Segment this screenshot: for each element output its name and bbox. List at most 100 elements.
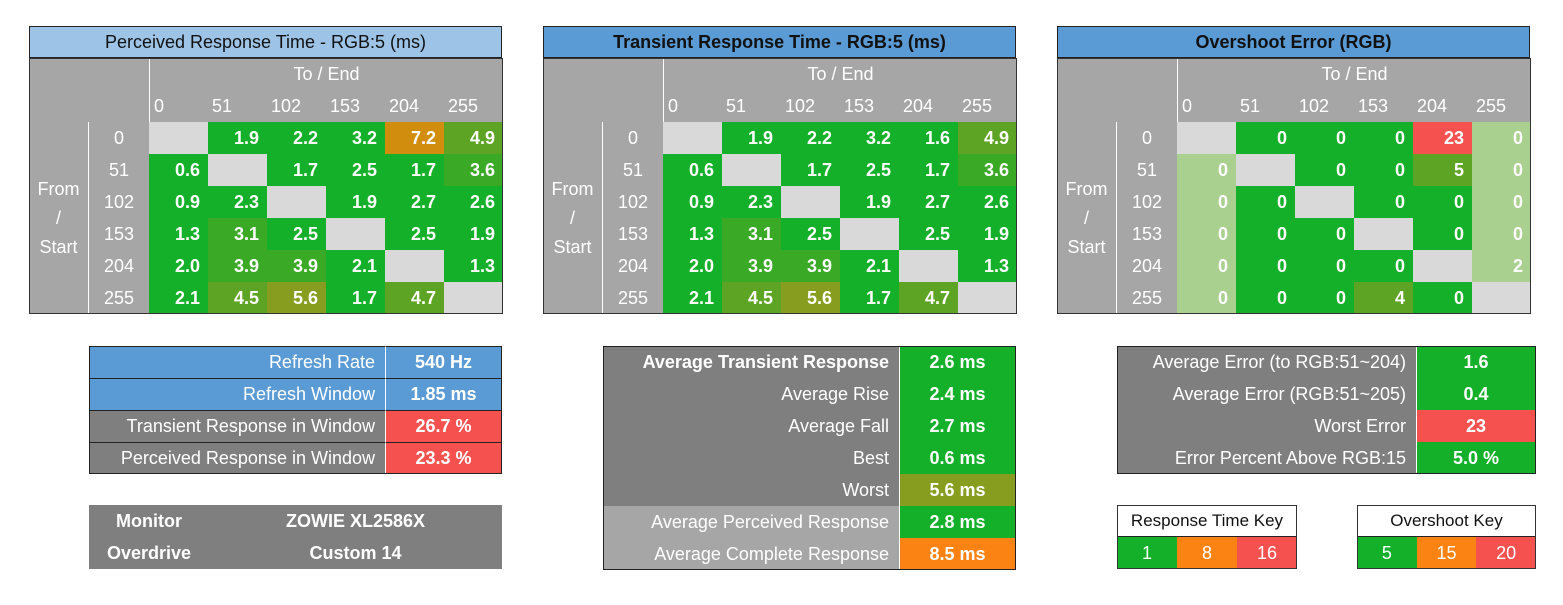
y-tick-label: 102	[89, 186, 149, 218]
overshoot-key-title: Overshoot Key	[1357, 505, 1536, 537]
heatmap-cell: 0	[1354, 186, 1413, 218]
error-row-label: Worst Error	[1117, 410, 1416, 442]
monitor-row-label: Monitor	[89, 505, 209, 537]
error-row-label: Average Error (RGB:51~205)	[1117, 378, 1416, 410]
heatmap-cell: 1.7	[385, 154, 444, 186]
average-row-label: Average Fall	[603, 410, 899, 442]
heatmap-cell: 4	[1354, 282, 1413, 314]
heatmap-cell: 5.6	[267, 282, 326, 314]
heatmap-cell: 2.1	[663, 282, 722, 314]
x-tick-label: 51	[722, 90, 781, 122]
average-row-label: Average Transient Response	[603, 346, 899, 378]
heatmap-cell: 1.7	[326, 282, 385, 314]
heatmap-cell: 0	[1177, 250, 1236, 282]
x-tick-label: 255	[444, 90, 503, 122]
error-row-label: Average Error (to RGB:51~204)	[1117, 346, 1416, 378]
average-row-label: Worst	[603, 474, 899, 506]
averages-table-bottom-border	[603, 569, 1016, 570]
refresh-row-value: 540 Hz	[385, 346, 502, 378]
x-tick-label: 255	[958, 90, 1017, 122]
y-tick-label: 102	[603, 186, 663, 218]
corner-header	[1057, 58, 1177, 122]
heatmap-cell	[326, 218, 385, 250]
heatmap-cell: 1.7	[781, 154, 840, 186]
heatmap-cell: 2.7	[899, 186, 958, 218]
heatmap-cell: 2.0	[663, 250, 722, 282]
heatmap-cell: 3.6	[958, 154, 1017, 186]
heatmap-cell: 2.1	[326, 250, 385, 282]
heatmap-cell: 0	[1295, 218, 1354, 250]
average-row-value: 5.6 ms	[899, 474, 1016, 506]
heatmap-cell: 0	[1177, 282, 1236, 314]
heatmap-cell: 0.9	[149, 186, 208, 218]
heatmap-cell: 4.5	[722, 282, 781, 314]
y-tick-label: 51	[1117, 154, 1177, 186]
heatmap-cell: 2.0	[149, 250, 208, 282]
refresh-row-value: 26.7 %	[385, 410, 502, 442]
averages-table-top-border	[603, 346, 1016, 347]
overshoot-key-swatch: 15	[1416, 537, 1477, 569]
heatmap-cell	[1354, 218, 1413, 250]
heatmap-cell: 3.9	[267, 250, 326, 282]
average-row-value: 8.5 ms	[899, 538, 1016, 570]
y-axis-label: From / Start	[1057, 122, 1117, 314]
heatmap-cell: 2.6	[958, 186, 1017, 218]
heatmap-cell: 1.7	[840, 282, 899, 314]
heatmap-cell: 2.7	[385, 186, 444, 218]
heatmap-cell: 0	[1413, 282, 1472, 314]
overshoot-key-swatch: 5	[1357, 537, 1417, 569]
heatmap-cell: 2.6	[444, 186, 503, 218]
x-axis-label: To / End	[663, 58, 1017, 90]
heatmap-cell	[1413, 250, 1472, 282]
heatmap-cell: 0	[1413, 218, 1472, 250]
heatmap-cell	[1177, 122, 1236, 154]
x-tick-label: 0	[1177, 90, 1236, 122]
average-row-value: 2.8 ms	[899, 506, 1016, 538]
heatmap-cell: 0	[1295, 282, 1354, 314]
heatmap-cell	[722, 154, 781, 186]
x-tick-label: 204	[385, 90, 444, 122]
y-tick-label: 204	[603, 250, 663, 282]
heatmap-cell: 2.5	[781, 218, 840, 250]
heatmap-cell: 3.6	[444, 154, 503, 186]
x-tick-label: 51	[208, 90, 267, 122]
heatmap-cell	[840, 218, 899, 250]
heatmap-cell: 0	[1354, 154, 1413, 186]
error-row-value: 23	[1416, 410, 1536, 442]
heatmap-cell: 0	[1413, 186, 1472, 218]
heatmap-cell	[663, 122, 722, 154]
y-axis-label: From / Start	[29, 122, 89, 314]
average-row-value: 2.4 ms	[899, 378, 1016, 410]
x-tick-label: 102	[781, 90, 840, 122]
heatmap-cell	[781, 186, 840, 218]
heatmap-cell: 4.9	[444, 122, 503, 154]
refresh-table-bottom-border	[89, 473, 502, 474]
x-tick-label: 0	[663, 90, 722, 122]
heatmap-cell: 23	[1413, 122, 1472, 154]
error-row-label: Error Percent Above RGB:15	[1117, 442, 1416, 474]
heatmap-cell: 1.7	[899, 154, 958, 186]
heatmap-cell	[1472, 282, 1531, 314]
refresh-row-label: Refresh Rate	[89, 346, 385, 378]
heatmap-cell: 0	[1295, 250, 1354, 282]
heatmap-cell: 1.3	[958, 250, 1017, 282]
monitor-row-label: Overdrive	[89, 537, 209, 569]
heatmap-cell: 1.6	[899, 122, 958, 154]
response-time-key-swatch: 8	[1177, 537, 1237, 569]
error-row-value: 5.0 %	[1416, 442, 1536, 474]
y-tick-label: 153	[603, 218, 663, 250]
y-axis-label: From / Start	[543, 122, 603, 314]
average-row-value: 2.7 ms	[899, 410, 1016, 442]
heatmap-cell: 0	[1236, 282, 1295, 314]
heatmap-cell: 3.1	[722, 218, 781, 250]
heatmap-cell: 3.2	[840, 122, 899, 154]
heatmap-cell	[899, 250, 958, 282]
heatmap-cell: 3.9	[208, 250, 267, 282]
heatmap-cell: 0.9	[663, 186, 722, 218]
response-time-key-swatch: 16	[1237, 537, 1297, 569]
heatmap-cell: 4.7	[385, 282, 444, 314]
y-tick-label: 153	[1117, 218, 1177, 250]
heatmap-cell: 0	[1472, 186, 1531, 218]
heatmap-cell: 0	[1236, 186, 1295, 218]
